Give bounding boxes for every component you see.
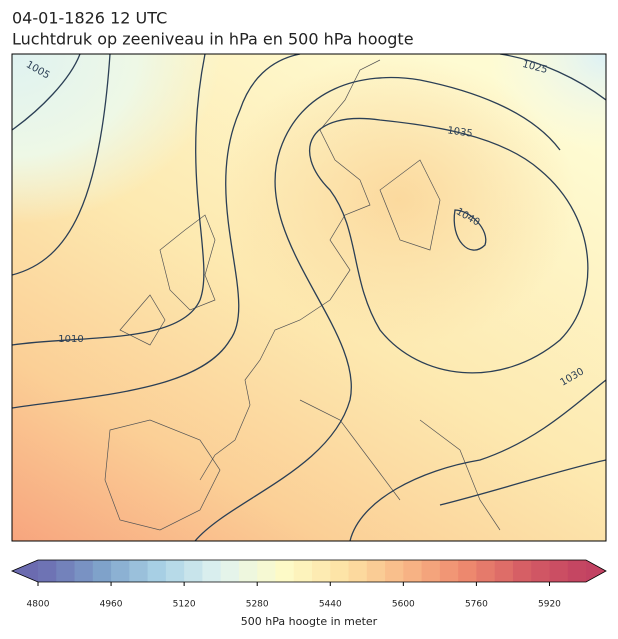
colorbar-band [238, 560, 258, 582]
colorbar-band [439, 560, 459, 582]
colorbar-band [293, 560, 313, 582]
colorbar-band [330, 560, 350, 582]
colorbar-band [567, 560, 587, 582]
colorbar-tick-label: 5600 [392, 600, 415, 610]
colorbar-band [549, 560, 569, 582]
colorbar-band [147, 560, 167, 582]
colorbar-tick-label: 4800 [27, 600, 50, 610]
colorbar-band [403, 560, 423, 582]
colorbar-tick-label: 5760 [465, 600, 488, 610]
map [12, 54, 606, 541]
title: 04-01-1826 12 UTC [12, 9, 167, 28]
subtitle: Luchtdruk op zeeniveau in hPa en 500 hPa… [12, 30, 414, 49]
colorbar-band [56, 560, 76, 582]
colorbar-band [476, 560, 496, 582]
colorbar-tick-label: 5120 [173, 600, 196, 610]
map-frame [11, 53, 607, 542]
colorbar-band [129, 560, 149, 582]
colorbar-band [111, 560, 130, 582]
colorbar-band [366, 560, 386, 582]
colorbar-band [385, 560, 404, 582]
colorbar-band [92, 560, 112, 582]
colorbar-band [38, 560, 57, 582]
colorbar-band [74, 560, 94, 582]
colorbar-tick-label: 4960 [100, 600, 123, 610]
contour-label: 1010 [58, 334, 83, 345]
colorbar-extend-low [12, 560, 38, 582]
colorbar-band [257, 560, 276, 582]
contour-label: 1035 [447, 125, 474, 139]
colorbar-band [458, 560, 477, 582]
colorbar-tick-label: 5280 [246, 600, 269, 610]
colorbar-frame [10, 559, 607, 583]
colorbar-band [184, 560, 203, 582]
colorbar-tick-label: 5920 [538, 600, 561, 610]
colorbar-extend-high [586, 560, 606, 582]
colorbar-band [275, 560, 295, 582]
colorbar-band [165, 560, 185, 582]
colorbar-tick-label: 5440 [319, 600, 342, 610]
colorbar-band [202, 560, 222, 582]
colorbar-band [494, 560, 514, 582]
colorbar-band [220, 560, 240, 582]
colorbar-band [421, 560, 441, 582]
colorbar-band [512, 560, 532, 582]
colorbar-band [531, 560, 550, 582]
colorbar-band [348, 560, 368, 582]
colorbar-label: 500 hPa hoogte in meter [241, 615, 378, 628]
colorbar-band [312, 560, 331, 582]
